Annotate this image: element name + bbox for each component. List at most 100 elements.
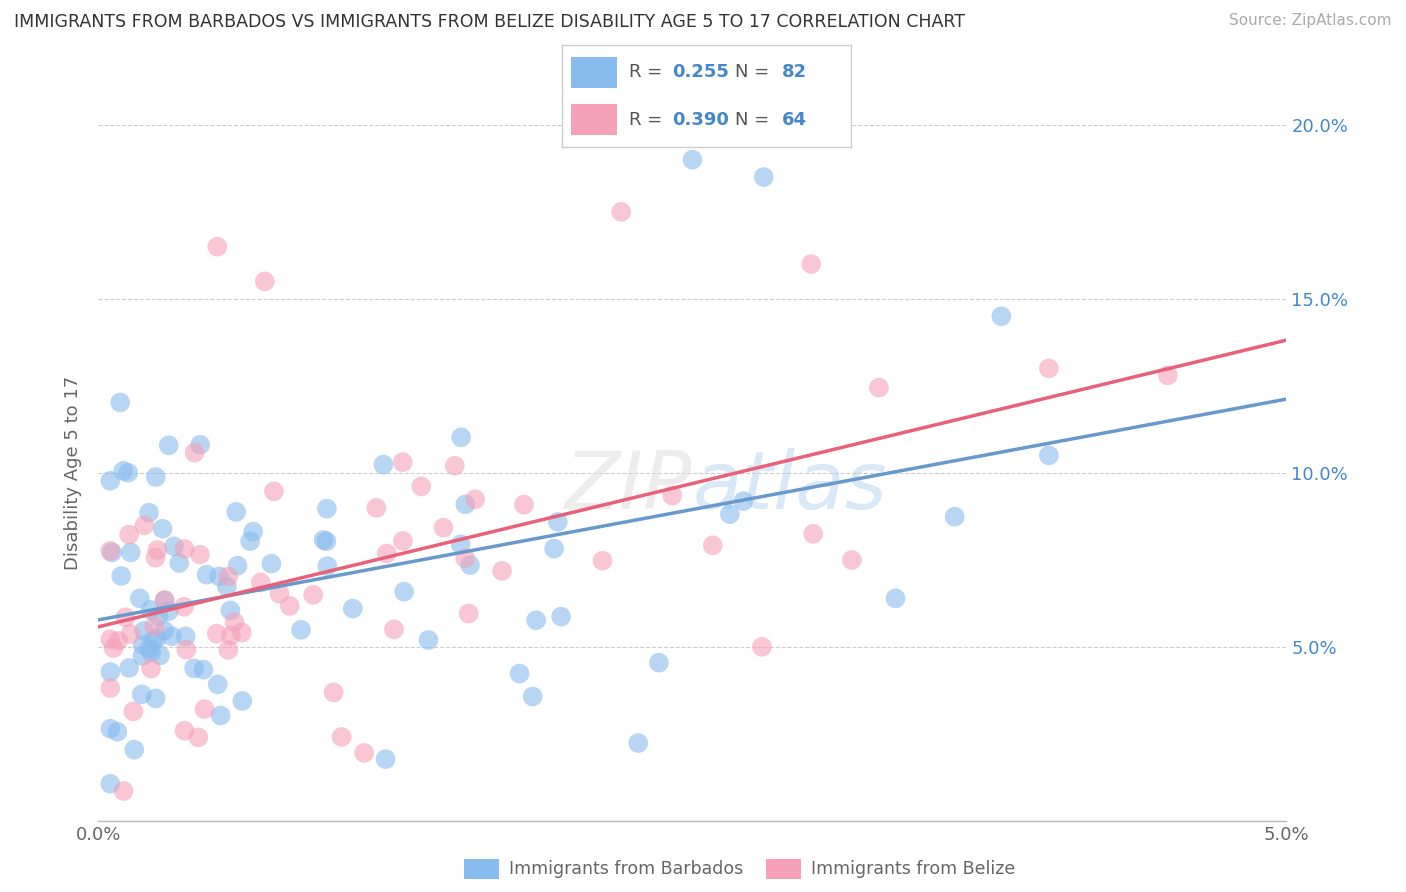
Point xyxy=(98,665,121,679)
Point xyxy=(98,681,121,695)
Point xyxy=(139,661,162,675)
Point xyxy=(316,559,339,574)
Text: R =: R = xyxy=(628,62,668,81)
Point xyxy=(128,591,150,606)
Point xyxy=(157,604,180,618)
Point xyxy=(139,603,162,617)
Point xyxy=(157,438,180,452)
Point xyxy=(98,474,121,488)
Point xyxy=(547,515,569,529)
Point xyxy=(131,687,153,701)
Point xyxy=(219,603,242,617)
Point xyxy=(176,642,198,657)
Point xyxy=(173,723,195,738)
Point xyxy=(132,624,155,638)
Point xyxy=(342,601,364,615)
Point xyxy=(513,498,536,512)
Point xyxy=(458,558,481,573)
Point xyxy=(432,521,454,535)
Point xyxy=(205,626,228,640)
Point xyxy=(195,567,218,582)
Point xyxy=(943,509,966,524)
Point xyxy=(524,613,547,627)
Text: N =: N = xyxy=(735,111,775,129)
Point xyxy=(800,257,823,271)
Point xyxy=(98,544,121,558)
Point xyxy=(122,742,145,756)
Point xyxy=(138,641,160,656)
Point xyxy=(627,736,650,750)
Point xyxy=(509,666,531,681)
Point xyxy=(868,380,890,394)
Point xyxy=(330,730,353,744)
Point xyxy=(353,746,375,760)
Point xyxy=(141,645,163,659)
Point xyxy=(173,599,195,614)
Point xyxy=(225,505,247,519)
Point xyxy=(138,506,160,520)
Point xyxy=(322,685,344,699)
Point xyxy=(193,702,215,716)
Point xyxy=(450,537,472,551)
Point xyxy=(1038,448,1060,462)
Point xyxy=(464,492,486,507)
Point xyxy=(733,494,755,508)
Point xyxy=(174,629,197,643)
Point xyxy=(146,543,169,558)
Point xyxy=(661,489,683,503)
Point xyxy=(103,641,125,656)
Point xyxy=(98,722,121,736)
Text: 64: 64 xyxy=(782,111,807,129)
Bar xyxy=(571,104,617,135)
Point xyxy=(550,609,572,624)
Point xyxy=(1038,361,1060,376)
Point xyxy=(375,547,398,561)
Point xyxy=(374,752,396,766)
Point xyxy=(373,458,395,472)
Point xyxy=(382,623,405,637)
Bar xyxy=(571,57,617,87)
Point xyxy=(160,629,183,643)
Point xyxy=(217,569,239,583)
Text: 0.255: 0.255 xyxy=(672,62,728,81)
Text: 0.390: 0.390 xyxy=(672,111,728,129)
Point xyxy=(207,677,229,691)
Point xyxy=(118,527,141,541)
Text: IMMIGRANTS FROM BARBADOS VS IMMIGRANTS FROM BELIZE DISABILITY AGE 5 TO 17 CORREL: IMMIGRANTS FROM BARBADOS VS IMMIGRANTS F… xyxy=(14,13,965,31)
Point xyxy=(131,648,153,663)
Point xyxy=(217,643,239,657)
Point xyxy=(224,615,246,630)
Point xyxy=(118,661,141,675)
Point xyxy=(312,533,335,547)
Text: Immigrants from Barbados: Immigrants from Barbados xyxy=(509,860,744,878)
Point xyxy=(209,708,232,723)
Point xyxy=(146,632,169,646)
Text: N =: N = xyxy=(735,62,775,81)
Point xyxy=(153,593,176,607)
Point xyxy=(702,538,724,552)
Text: Source: ZipAtlas.com: Source: ZipAtlas.com xyxy=(1229,13,1392,29)
Point xyxy=(366,500,388,515)
Point xyxy=(454,497,477,511)
Point xyxy=(112,464,135,478)
Point xyxy=(152,522,174,536)
Point xyxy=(457,607,479,621)
Point xyxy=(120,627,142,641)
Point xyxy=(841,553,863,567)
Point xyxy=(163,540,186,554)
Point xyxy=(98,632,121,647)
Point xyxy=(443,458,465,473)
Point xyxy=(231,694,253,708)
Text: Immigrants from Belize: Immigrants from Belize xyxy=(811,860,1015,878)
Point xyxy=(107,633,129,648)
Point xyxy=(315,534,337,549)
Point xyxy=(167,556,190,570)
Text: atlas: atlas xyxy=(693,448,887,525)
Point xyxy=(187,731,209,745)
Point xyxy=(1156,368,1178,383)
Point xyxy=(392,584,415,599)
Point xyxy=(418,632,440,647)
Point xyxy=(253,274,276,288)
Text: R =: R = xyxy=(628,111,668,129)
Point xyxy=(153,624,176,638)
